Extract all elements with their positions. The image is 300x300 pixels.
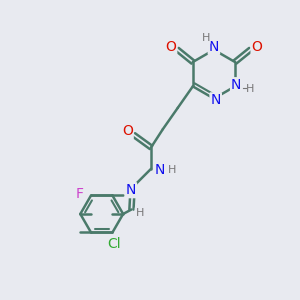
Text: N: N <box>211 93 221 107</box>
Text: O: O <box>165 40 176 54</box>
Text: H: H <box>201 33 210 43</box>
Text: N: N <box>231 78 242 92</box>
Text: F: F <box>76 187 84 201</box>
Text: H: H <box>246 84 255 94</box>
Text: H: H <box>136 208 144 218</box>
Text: N: N <box>126 183 136 197</box>
Text: O: O <box>252 40 262 54</box>
Text: O: O <box>122 124 133 138</box>
Text: N: N <box>154 163 165 177</box>
Text: H: H <box>168 165 176 175</box>
Text: Cl: Cl <box>107 237 121 251</box>
Text: N: N <box>209 40 219 54</box>
